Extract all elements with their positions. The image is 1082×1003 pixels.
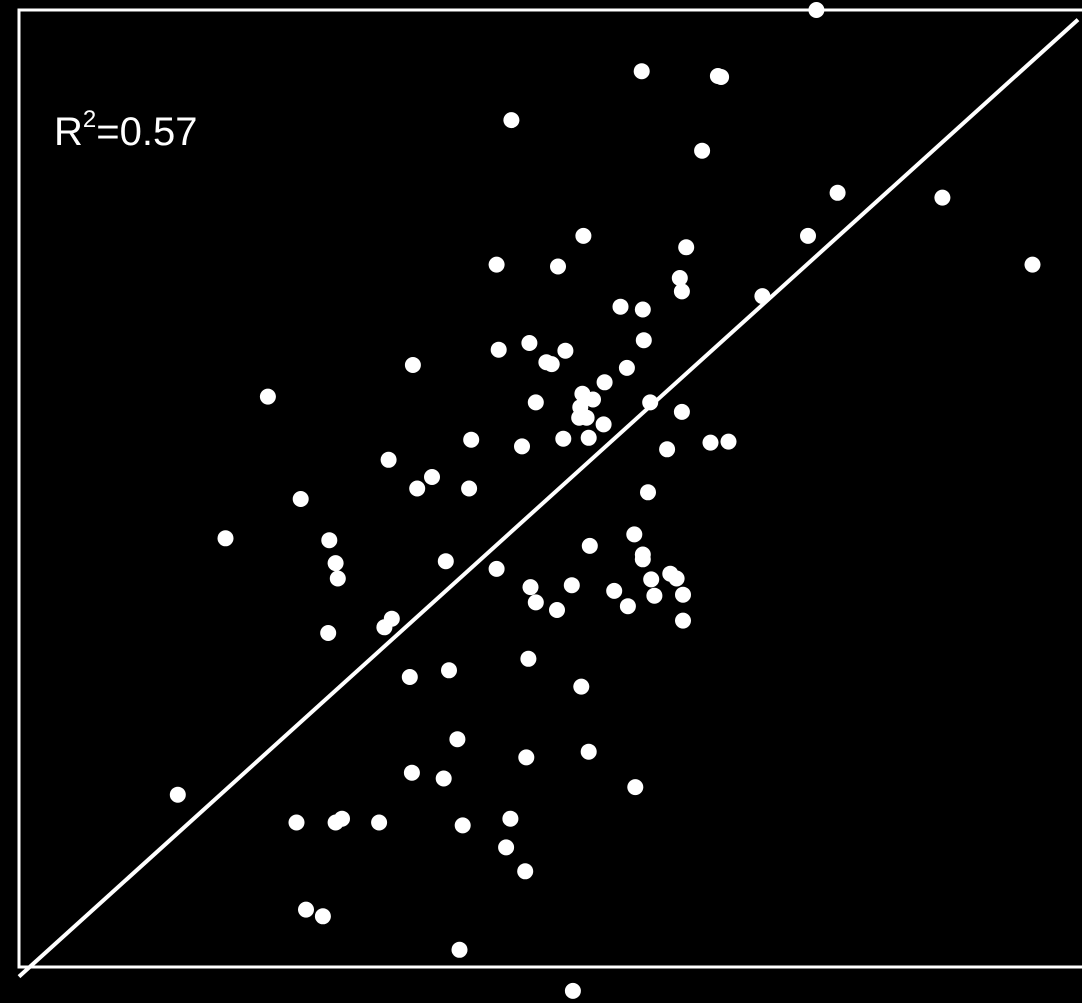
plot-frame <box>17 8 1082 969</box>
data-point <box>259 388 276 405</box>
data-point <box>543 356 560 373</box>
data-point <box>329 570 346 587</box>
data-point <box>441 662 457 679</box>
data-point <box>627 779 644 796</box>
r-squared-base: R <box>54 110 83 154</box>
data-point <box>555 430 572 447</box>
data-point <box>498 839 515 856</box>
data-point <box>612 298 629 315</box>
data-point <box>829 184 846 201</box>
data-point <box>668 570 685 587</box>
data-point <box>1024 256 1041 273</box>
data-point <box>694 142 711 159</box>
data-point <box>596 374 613 391</box>
data-point <box>437 553 454 570</box>
data-point <box>169 786 186 803</box>
data-point <box>578 409 595 426</box>
data-point <box>463 431 480 448</box>
fit-line <box>17 18 1080 979</box>
data-point <box>720 433 737 450</box>
data-point <box>522 579 539 596</box>
data-point <box>404 357 421 373</box>
data-point <box>573 678 590 695</box>
data-point <box>550 258 566 275</box>
data-point <box>327 555 344 572</box>
data-point <box>595 416 612 433</box>
data-point <box>461 480 478 497</box>
data-point <box>454 817 471 834</box>
data-point <box>320 625 337 641</box>
data-point <box>673 283 690 300</box>
data-point <box>934 189 951 206</box>
data-point <box>527 594 544 611</box>
data-point <box>713 69 730 85</box>
data-point <box>618 359 635 376</box>
data-point <box>435 770 452 787</box>
data-point <box>640 484 656 501</box>
data-point <box>521 335 538 351</box>
data-point <box>575 227 592 244</box>
data-point <box>675 612 691 629</box>
data-point <box>502 810 519 827</box>
data-point <box>606 582 623 599</box>
data-point <box>518 749 535 766</box>
data-point <box>585 391 601 408</box>
data-point <box>217 530 234 547</box>
data-point <box>288 814 305 831</box>
data-point <box>800 227 816 244</box>
data-point <box>503 112 520 129</box>
data-point <box>514 438 530 455</box>
data-point <box>380 451 397 468</box>
data-point <box>671 270 688 286</box>
data-point <box>321 532 338 549</box>
data-point <box>371 814 388 831</box>
data-point <box>634 551 651 568</box>
data-point <box>549 602 565 618</box>
data-point <box>581 537 598 554</box>
r-squared-annotation: R2=0.57 <box>54 106 197 154</box>
data-point <box>646 587 663 604</box>
data-point <box>619 598 636 615</box>
data-point <box>376 619 393 636</box>
data-point <box>298 901 314 918</box>
data-point <box>635 332 652 349</box>
data-point <box>488 560 505 577</box>
data-point <box>314 908 331 925</box>
data-point <box>563 577 580 594</box>
data-point <box>642 394 659 411</box>
r-squared-value: =0.57 <box>96 110 197 154</box>
data-point <box>334 810 350 827</box>
data-point <box>517 863 534 880</box>
data-point <box>403 764 420 781</box>
data-point <box>451 941 468 958</box>
data-point <box>673 403 690 420</box>
data-point <box>520 650 537 667</box>
data-point <box>490 341 507 358</box>
data-point <box>634 301 651 318</box>
points-layer <box>169 2 1041 999</box>
data-point <box>643 571 660 588</box>
data-point <box>678 239 695 256</box>
data-point <box>702 434 719 451</box>
data-point <box>659 441 676 458</box>
data-point <box>580 743 597 760</box>
data-point <box>401 669 418 685</box>
data-point <box>557 342 574 359</box>
data-point <box>626 526 643 543</box>
data-point <box>564 982 581 999</box>
r-squared-superscript: 2 <box>83 106 96 133</box>
data-point <box>449 731 466 748</box>
data-point <box>488 256 505 273</box>
data-point <box>409 480 426 497</box>
data-point <box>675 586 691 603</box>
data-point <box>633 63 650 80</box>
data-point <box>580 429 597 446</box>
data-point <box>527 394 544 411</box>
data-point <box>424 469 440 485</box>
data-point <box>292 491 309 507</box>
